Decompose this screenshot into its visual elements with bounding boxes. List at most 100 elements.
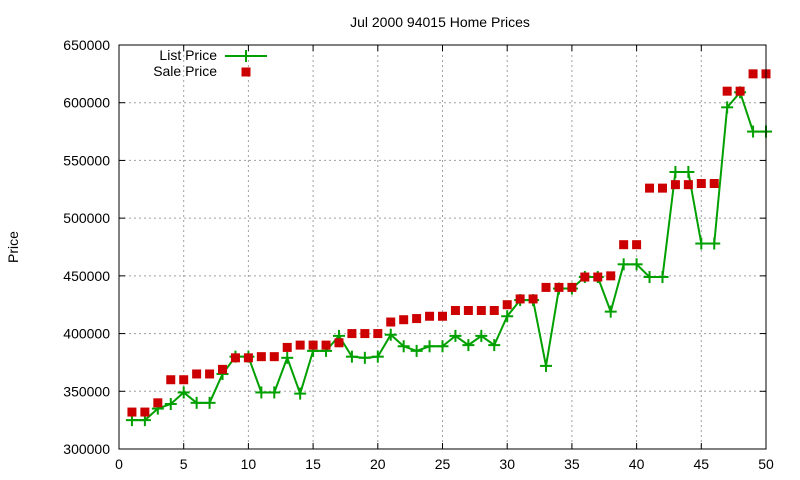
sale-price-point [256, 352, 266, 362]
plot-border [118, 44, 767, 450]
sale-price-point [334, 338, 344, 348]
list-price-point [682, 165, 695, 178]
list-price-point [423, 340, 436, 353]
sale-price-point [748, 69, 758, 79]
list-price-point [384, 328, 397, 341]
y-tick-label: 350000 [63, 383, 110, 399]
list-price-point [449, 329, 462, 342]
list-price-point [281, 351, 294, 364]
sale-price-point [412, 314, 422, 324]
list-price-point [747, 125, 760, 138]
x-tick-label: 30 [499, 456, 515, 472]
list-price-line [131, 90, 766, 422]
sale-price-point [192, 369, 202, 379]
x-tick-label: 20 [370, 456, 386, 472]
list-price-point [371, 350, 384, 363]
sale-price-point [515, 294, 525, 304]
sale-price-point [683, 180, 693, 190]
sale-price-point [295, 340, 305, 350]
list-price-point [540, 359, 553, 372]
legend: List Price Sale Price [153, 47, 267, 79]
sale-price-point [502, 300, 512, 310]
chart-title: Jul 2000 94015 Home Prices [350, 14, 530, 30]
list-price-point [255, 386, 268, 399]
list-price-point [630, 258, 643, 271]
sale-price-point [425, 311, 435, 321]
y-axis-label: Price [5, 231, 21, 263]
sale-price-point [450, 305, 460, 315]
x-tick-label: 50 [758, 456, 774, 472]
list-price-point [164, 397, 177, 410]
sale-price-point [153, 398, 163, 408]
list-price-point [190, 396, 203, 409]
y-tick-label: 550000 [63, 152, 110, 168]
sale-price-point [580, 272, 590, 282]
sale-price-point [463, 305, 473, 315]
list-price-point [475, 329, 488, 342]
series-layer [125, 69, 772, 427]
sale-price-point [735, 86, 745, 96]
sale-price-point [593, 272, 603, 282]
sale-price-point [438, 311, 447, 321]
list-price-point [294, 387, 307, 400]
y-tick-label: 450000 [63, 268, 110, 284]
list-price-point [410, 344, 423, 357]
sale-price-point [722, 86, 732, 96]
sale-price-point [606, 271, 616, 281]
sale-price-point [567, 282, 577, 292]
sale-price-point [386, 317, 396, 327]
sale-price-point [230, 353, 240, 363]
list-price-point [177, 386, 190, 399]
sale-price-point [360, 329, 370, 339]
list-price-point [656, 271, 669, 284]
x-tick-label: 40 [629, 456, 645, 472]
list-price-point [721, 101, 734, 114]
legend-label-sale-price: Sale Price [153, 63, 217, 79]
x-tick-label: 15 [305, 456, 321, 472]
y-tick-label: 400000 [63, 326, 110, 342]
sale-price-point [205, 369, 215, 379]
sale-price-point [179, 375, 189, 385]
x-tick-label: 45 [694, 456, 710, 472]
legend-sale-price-marker [241, 67, 251, 77]
sale-price-point [489, 305, 499, 315]
sale-price-point [709, 179, 719, 189]
sale-price-point [528, 294, 538, 304]
sale-price-point [541, 282, 551, 292]
list-price-point [436, 340, 449, 353]
sale-price-point [321, 340, 331, 350]
sale-price-point [645, 183, 655, 193]
sale-price-point [476, 305, 486, 315]
list-price-point [501, 310, 514, 323]
list-price-point [488, 339, 501, 352]
x-tick-label: 0 [115, 456, 123, 472]
sale-price-point [269, 352, 279, 362]
sale-price-point [554, 282, 564, 292]
x-tick-label: 5 [180, 456, 188, 472]
x-tick-label: 10 [241, 456, 257, 472]
sale-price-point [696, 179, 706, 189]
sale-price-point [308, 340, 318, 350]
sale-price-point [218, 364, 228, 374]
x-tick-label: 25 [435, 456, 451, 472]
axis-ticks: 0 5 10 15 20 25 30 35 40 45 50 300000 350000 400000 45… [63, 37, 774, 472]
sale-price-point [166, 375, 176, 385]
sale-price-point [619, 240, 629, 250]
list-price-point [358, 351, 371, 364]
y-tick-label: 300000 [63, 441, 110, 457]
sale-price-point [399, 315, 409, 325]
list-price-point [708, 237, 721, 250]
sale-price-point [140, 407, 150, 417]
sale-price-point [670, 180, 680, 190]
sale-price-point [373, 329, 383, 339]
list-price-point [617, 258, 630, 271]
sale-price-point [282, 342, 292, 352]
sale-price-point [243, 353, 253, 363]
list-price-point [268, 386, 281, 399]
list-price-point [203, 396, 216, 409]
sale-price-point [632, 240, 642, 250]
sale-price-point [127, 407, 137, 417]
x-tick-label: 35 [564, 456, 580, 472]
list-price-point [643, 271, 656, 284]
